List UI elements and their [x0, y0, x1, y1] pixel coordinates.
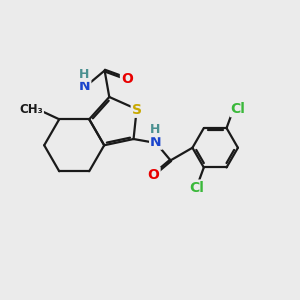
Text: H: H — [150, 123, 160, 136]
Text: Cl: Cl — [189, 181, 204, 195]
Text: O: O — [121, 72, 133, 86]
Text: CH₃: CH₃ — [19, 103, 43, 116]
Text: N: N — [150, 135, 162, 149]
Text: H: H — [79, 68, 90, 81]
Text: Cl: Cl — [231, 102, 246, 116]
Text: S: S — [132, 103, 142, 117]
Text: N: N — [79, 80, 90, 93]
Text: O: O — [148, 168, 160, 182]
